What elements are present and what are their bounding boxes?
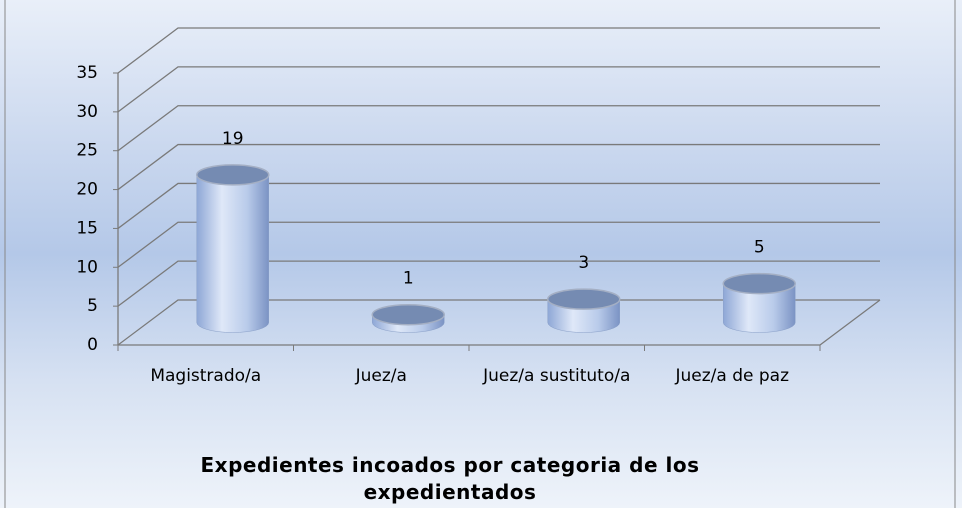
grid-line (117, 299, 880, 346)
grid-line (117, 27, 880, 74)
grid-line (117, 143, 880, 191)
bar-top (196, 164, 270, 186)
y-tick-label: 20 (76, 180, 98, 200)
x-tick-label: Juez/a (355, 366, 407, 386)
x-tick-label: Juez/a sustituto/a (483, 366, 631, 386)
x-tick-label: Magistrado/a (150, 366, 262, 386)
bar-top (547, 288, 621, 310)
bar-top (371, 303, 445, 326)
grid-line (117, 182, 880, 229)
value-label: 3 (578, 253, 589, 273)
bar-top (722, 272, 796, 295)
y-tick-label: 5 (87, 296, 98, 316)
y-tick-label: 15 (76, 218, 98, 238)
value-label: 19 (222, 129, 244, 149)
value-label: 5 (754, 238, 765, 258)
y-tick-label: 10 (76, 257, 98, 277)
grid-line (117, 105, 880, 152)
grid-line (117, 221, 880, 268)
grid-line (117, 66, 880, 113)
x-tick-label: Juez/a de paz (675, 366, 789, 386)
y-tick-label: 35 (76, 63, 98, 83)
bar (196, 174, 269, 333)
y-tick-label: 0 (87, 335, 98, 355)
grid-line (117, 260, 880, 307)
bar (723, 283, 796, 333)
y-tick-label: 30 (76, 102, 98, 122)
chart-title: Expedientes incoados por categoria de lo… (200, 453, 700, 504)
value-label: 1 (403, 269, 414, 289)
y-tick-label: 25 (76, 141, 98, 161)
